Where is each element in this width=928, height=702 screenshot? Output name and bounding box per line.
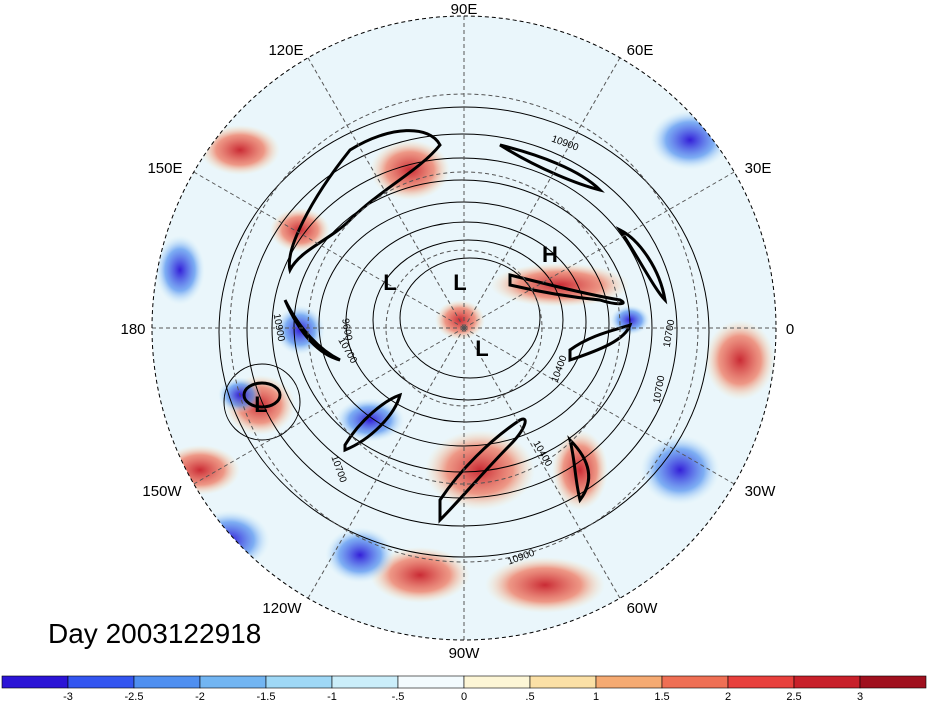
contour-label: 9600	[339, 318, 354, 342]
colorbar: -3 -2.5 -2 -1.5 -1 -.5 0 .5 1 1.5 2 2.5 3	[1, 675, 927, 702]
low-center: L	[453, 270, 466, 295]
colorbar-label: -2	[195, 691, 205, 702]
meridian-line	[463, 57, 621, 329]
colorbar-label: 1	[593, 691, 599, 702]
colorbar-label: -3	[63, 691, 73, 702]
colorbar-box	[331, 675, 399, 689]
cold-anomaly	[325, 527, 395, 583]
lon-label-30e: 30E	[745, 160, 772, 177]
lon-label-120w: 120W	[262, 600, 302, 617]
colorbar-box	[793, 675, 861, 689]
day-title: Day 2003122918	[48, 618, 262, 649]
colorbar-label: 0	[461, 691, 467, 702]
colorbar-box	[67, 675, 135, 689]
warm-anomaly	[435, 300, 485, 340]
meridian-line	[463, 327, 735, 485]
colorbar-box	[463, 675, 531, 689]
colorbar-label: 2	[725, 691, 731, 702]
colorbar-label: 3	[857, 691, 863, 702]
lon-label-60w: 60W	[627, 600, 659, 617]
graticule	[152, 16, 776, 640]
colorbar-box	[529, 675, 597, 689]
warm-anomaly	[425, 430, 535, 510]
meridian-line	[463, 327, 621, 599]
low-center: L	[475, 336, 488, 361]
lon-label-0: 0	[786, 321, 794, 338]
colorbar-box	[397, 675, 465, 689]
warm-anomaly	[200, 125, 280, 175]
high-center: H	[542, 242, 558, 267]
colorbar-label: -.5	[392, 691, 405, 702]
contour-label: 10700	[652, 374, 668, 404]
lon-label-180: 180	[120, 321, 145, 338]
cold-anomaly	[640, 435, 720, 505]
low-center: L	[254, 392, 267, 417]
meridian-line	[307, 57, 465, 329]
warm-anomaly	[705, 320, 775, 400]
colorbar-box	[859, 675, 927, 689]
lon-label-90w: 90W	[449, 645, 481, 662]
lon-label-150w: 150W	[142, 483, 182, 500]
colorbar-box	[661, 675, 729, 689]
colorbar-label: 1.5	[654, 691, 669, 702]
colorbar-box	[199, 675, 267, 689]
colorbar-label: -2.5	[125, 691, 144, 702]
lon-label-150e: 150E	[147, 160, 182, 177]
lon-label-60e: 60E	[627, 42, 654, 59]
meridian-line	[307, 327, 465, 599]
cold-anomaly	[335, 398, 405, 442]
cold-anomaly	[155, 235, 205, 305]
colorbar-label: 2.5	[786, 691, 801, 702]
pressure-centers: H L L L L	[254, 242, 558, 417]
warm-anomaly	[485, 557, 605, 613]
cold-anomaly	[650, 110, 730, 170]
colorbar-box	[1, 675, 69, 689]
colorbar-label: -1.5	[257, 691, 276, 702]
colorbar-box	[133, 675, 201, 689]
meridian-line	[193, 171, 465, 329]
lon-label-120e: 120E	[268, 42, 303, 59]
cold-anomaly	[190, 510, 270, 570]
colorbar-box	[265, 675, 333, 689]
meridian-line	[193, 327, 465, 485]
colorbar-label: -1	[327, 691, 337, 702]
contour-label: 10900	[271, 313, 287, 343]
lon-label-30w: 30W	[745, 483, 777, 500]
colorbar-box	[595, 675, 663, 689]
contour-label: 10700	[662, 318, 678, 348]
low-center: L	[383, 270, 396, 295]
lon-label-90e: 90E	[451, 1, 478, 18]
longitude-labels: 90E 60E 30E 0 30W 60W 90W 120W 150W 180 …	[120, 1, 794, 662]
colorbar-box	[727, 675, 795, 689]
map-boundary	[151, 15, 777, 641]
colorbar-label: .5	[525, 691, 534, 702]
meridian-line	[463, 171, 735, 329]
